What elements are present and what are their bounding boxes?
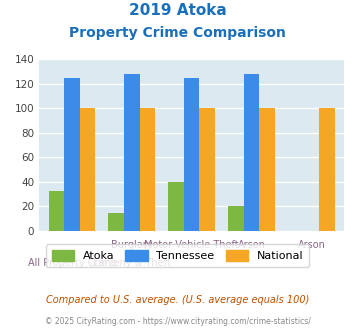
Text: Burglary: Burglary <box>111 240 153 249</box>
Bar <box>64 78 80 231</box>
Text: Motor Vehicle Theft: Motor Vehicle Theft <box>144 240 239 249</box>
Bar <box>168 182 184 231</box>
Text: Arson: Arson <box>297 240 326 249</box>
Bar <box>124 74 140 231</box>
Bar <box>49 190 64 231</box>
Text: Property Crime Comparison: Property Crime Comparison <box>69 26 286 40</box>
Text: Larceny & Theft: Larceny & Theft <box>93 258 171 269</box>
Bar <box>184 78 200 231</box>
Text: Arson: Arson <box>237 240 266 249</box>
Legend: Atoka, Tennessee, National: Atoka, Tennessee, National <box>46 245 309 267</box>
Bar <box>319 109 335 231</box>
Bar <box>228 207 244 231</box>
Bar <box>140 109 155 231</box>
Bar <box>109 213 124 231</box>
Text: © 2025 CityRating.com - https://www.cityrating.com/crime-statistics/: © 2025 CityRating.com - https://www.city… <box>45 317 310 326</box>
Text: All Property Crime: All Property Crime <box>28 258 116 269</box>
Text: 2019 Atoka: 2019 Atoka <box>129 3 226 18</box>
Bar <box>200 109 215 231</box>
Bar <box>244 74 260 231</box>
Text: Compared to U.S. average. (U.S. average equals 100): Compared to U.S. average. (U.S. average … <box>46 295 309 305</box>
Bar <box>80 109 95 231</box>
Bar <box>260 109 275 231</box>
